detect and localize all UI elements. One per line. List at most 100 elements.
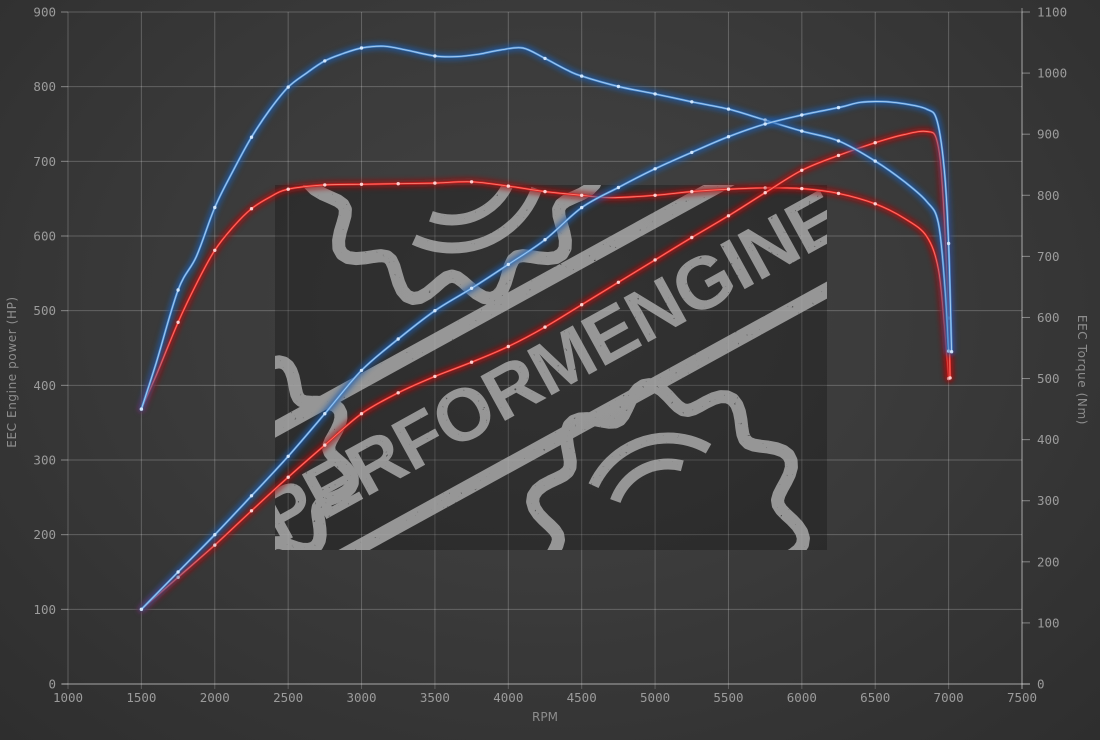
y-right-tick-label: 500 — [1037, 371, 1060, 386]
data-point — [726, 214, 731, 218]
data-point — [213, 205, 217, 210]
data-point — [949, 350, 954, 354]
data-point — [323, 443, 327, 447]
series-highlight — [140, 45, 950, 410]
y-right-tick-label: 300 — [1037, 493, 1060, 508]
y-right-tick-label: 800 — [1037, 188, 1060, 203]
data-point — [323, 59, 327, 63]
y-right-tick-label: 700 — [1037, 249, 1060, 264]
data-point — [616, 185, 621, 190]
data-point — [506, 344, 510, 349]
axes — [61, 8, 1030, 689]
y-right-tick-label: 1100 — [1037, 5, 1067, 20]
right-axis-title: EEC Torque (Nm) — [1075, 315, 1089, 425]
data-point — [800, 168, 804, 172]
x-tick-label: 5000 — [640, 690, 670, 705]
data-point — [396, 391, 400, 395]
data-point — [616, 280, 621, 284]
gear-icon — [526, 378, 810, 550]
series-blue-torque[interactable] — [137, 42, 953, 413]
x-tick-label: 7500 — [1007, 690, 1037, 705]
data-point — [396, 182, 400, 186]
data-point — [580, 74, 584, 78]
left-axis-title: EEC Engine power (HP) — [5, 296, 19, 447]
data-point — [506, 184, 510, 188]
data-point — [249, 494, 254, 498]
data-point — [580, 303, 584, 307]
data-point — [359, 182, 364, 186]
data-point — [433, 309, 437, 313]
data-point — [286, 85, 290, 89]
data-point — [690, 235, 694, 240]
data-point — [543, 238, 547, 242]
data-point — [800, 113, 804, 117]
data-point — [396, 337, 400, 341]
data-point — [506, 262, 510, 267]
y-left-tick-label: 200 — [33, 527, 56, 542]
series-red-power[interactable] — [137, 127, 954, 613]
data-point — [873, 141, 877, 145]
y-left-tick-label: 300 — [33, 453, 56, 468]
data-point — [469, 286, 474, 290]
data-point — [653, 258, 657, 262]
x-axis-title: RPM — [532, 710, 558, 724]
data-point — [359, 368, 364, 373]
data-point — [139, 407, 144, 411]
y-right-tick-label: 100 — [1037, 615, 1060, 630]
x-tick-label: 3000 — [346, 690, 376, 705]
data-point — [543, 325, 547, 329]
data-point — [433, 54, 437, 58]
data-point — [836, 139, 841, 143]
x-tick-label: 1500 — [126, 690, 156, 705]
data-point — [323, 183, 327, 187]
gear-icon — [275, 355, 359, 550]
y-right-tick-label: 200 — [1037, 554, 1060, 569]
data-point — [249, 207, 254, 211]
data-point — [763, 122, 767, 126]
series-blue-power[interactable] — [137, 97, 956, 613]
y-left-tick-label: 700 — [33, 154, 56, 169]
data-point — [800, 129, 804, 133]
data-point — [469, 180, 474, 184]
y-left-tick-label: 400 — [33, 378, 56, 393]
data-point — [433, 181, 437, 185]
x-tick-label: 1000 — [53, 690, 83, 705]
x-tick-label: 7000 — [934, 690, 964, 705]
data-point — [836, 105, 841, 110]
y-left-tick-label: 600 — [33, 229, 56, 244]
data-point — [323, 412, 327, 416]
data-point — [726, 135, 731, 139]
data-point — [469, 360, 474, 364]
data-point — [359, 46, 364, 50]
data-point — [176, 570, 180, 574]
dyno-curves[interactable] — [137, 42, 956, 613]
data-point — [249, 509, 254, 513]
series-red-torque[interactable] — [137, 178, 953, 413]
data-point — [580, 193, 584, 197]
series-highlight — [140, 181, 950, 410]
data-point — [359, 412, 364, 416]
y-left-tick-label: 800 — [33, 79, 56, 94]
data-point — [616, 84, 621, 89]
data-point — [543, 189, 547, 194]
data-point — [726, 187, 731, 191]
data-point — [213, 248, 217, 252]
series-highlight — [140, 130, 951, 610]
axis-tick-labels: 1000 1500 2000 2500 3000 3500 4000 4500 5000 5500… — [33, 5, 1067, 706]
x-tick-label: 3500 — [420, 690, 450, 705]
data-point — [543, 56, 547, 61]
data-point — [836, 153, 841, 158]
x-tick-label: 4500 — [567, 690, 597, 705]
data-point — [690, 100, 694, 104]
x-tick-label: 6500 — [860, 690, 890, 705]
data-point — [653, 92, 657, 96]
gear-inner-arc — [390, 185, 514, 226]
data-point — [690, 150, 694, 155]
data-point — [763, 191, 767, 195]
data-point — [213, 543, 217, 547]
y-left-tick-label: 100 — [33, 602, 56, 617]
data-point — [726, 107, 731, 111]
y-right-tick-label: 0 — [1037, 677, 1045, 692]
